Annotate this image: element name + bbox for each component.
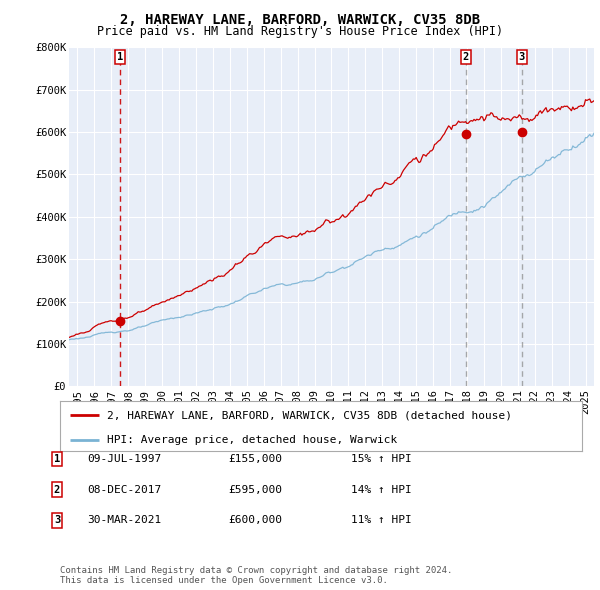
Text: 2, HAREWAY LANE, BARFORD, WARWICK, CV35 8DB: 2, HAREWAY LANE, BARFORD, WARWICK, CV35 … bbox=[120, 13, 480, 27]
Text: Price paid vs. HM Land Registry's House Price Index (HPI): Price paid vs. HM Land Registry's House … bbox=[97, 25, 503, 38]
Text: Contains HM Land Registry data © Crown copyright and database right 2024.
This d: Contains HM Land Registry data © Crown c… bbox=[60, 566, 452, 585]
Text: 30-MAR-2021: 30-MAR-2021 bbox=[87, 516, 161, 525]
Text: 3: 3 bbox=[54, 516, 60, 525]
Text: 14% ↑ HPI: 14% ↑ HPI bbox=[351, 485, 412, 494]
Text: £600,000: £600,000 bbox=[228, 516, 282, 525]
Text: 2, HAREWAY LANE, BARFORD, WARWICK, CV35 8DB (detached house): 2, HAREWAY LANE, BARFORD, WARWICK, CV35 … bbox=[107, 410, 512, 420]
Text: 15% ↑ HPI: 15% ↑ HPI bbox=[351, 454, 412, 464]
Text: £155,000: £155,000 bbox=[228, 454, 282, 464]
Text: 1: 1 bbox=[117, 53, 123, 63]
Text: HPI: Average price, detached house, Warwick: HPI: Average price, detached house, Warw… bbox=[107, 435, 397, 445]
Text: 2: 2 bbox=[54, 485, 60, 494]
Text: 2: 2 bbox=[463, 53, 469, 63]
Text: 3: 3 bbox=[519, 53, 525, 63]
Text: 11% ↑ HPI: 11% ↑ HPI bbox=[351, 516, 412, 525]
Text: 09-JUL-1997: 09-JUL-1997 bbox=[87, 454, 161, 464]
Text: 1: 1 bbox=[54, 454, 60, 464]
Text: 08-DEC-2017: 08-DEC-2017 bbox=[87, 485, 161, 494]
Text: £595,000: £595,000 bbox=[228, 485, 282, 494]
